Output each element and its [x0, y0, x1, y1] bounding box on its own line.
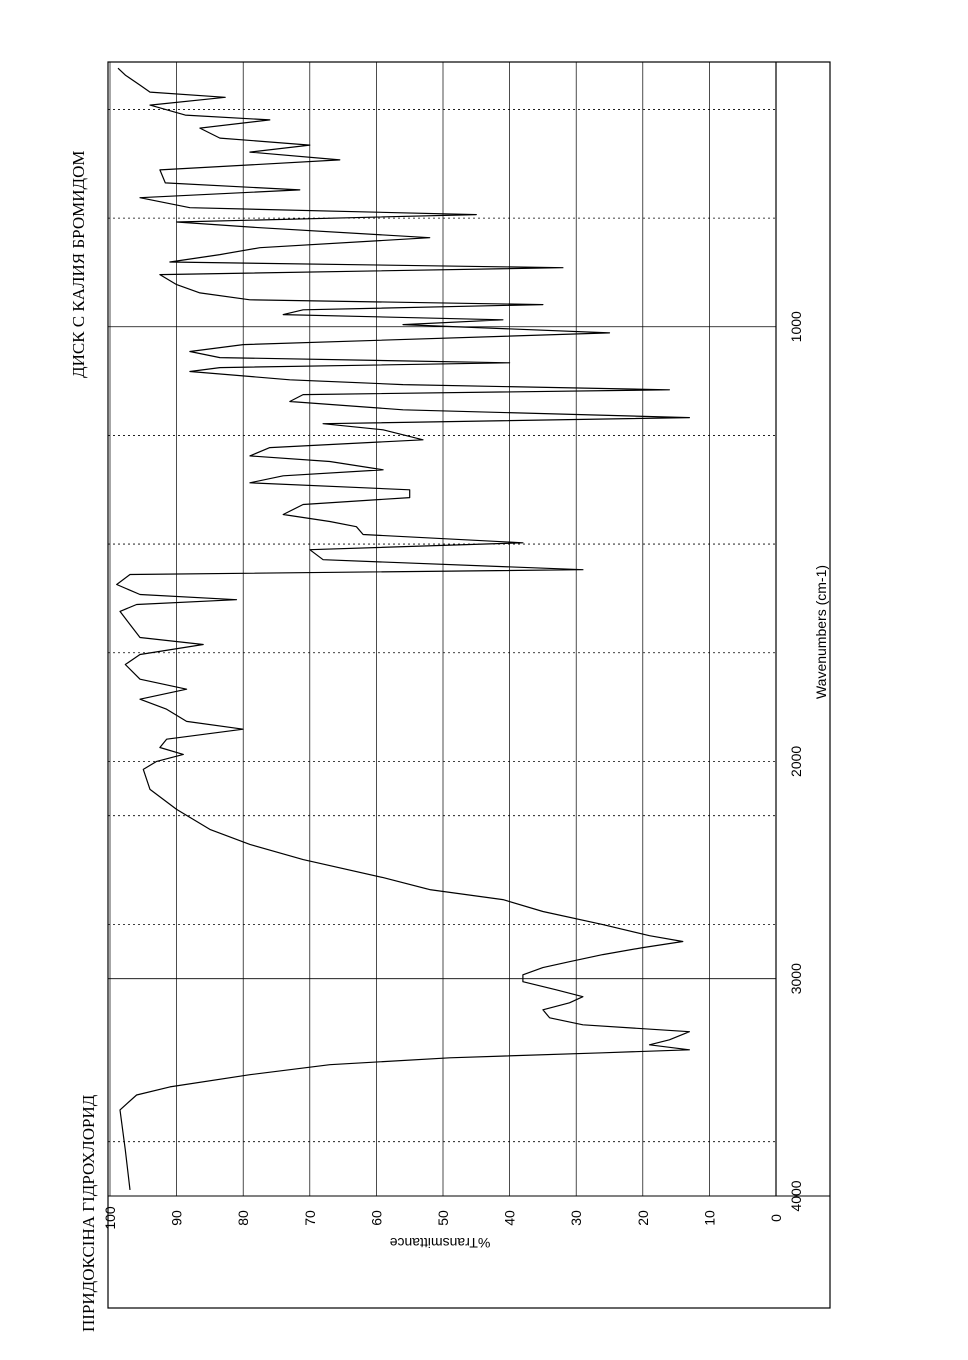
y-tick-label: 20 [635, 1210, 651, 1226]
x-tick-label: 4000 [788, 1180, 804, 1211]
x-tick-label: 1000 [788, 311, 804, 342]
y-tick-label: 40 [502, 1210, 518, 1226]
y-tick-label: 60 [368, 1210, 384, 1226]
y-tick-label: 70 [302, 1210, 318, 1226]
y-tick-label: 0 [768, 1214, 784, 1222]
y-tick-label: 90 [169, 1210, 185, 1226]
y-tick-label: 50 [435, 1210, 451, 1226]
x-tick-label: 3000 [788, 963, 804, 994]
y-tick-label: 30 [568, 1210, 584, 1226]
x-axis-label: Wavenumbers (cm-1) [813, 565, 829, 699]
y-tick-label: 10 [701, 1210, 717, 1226]
x-tick-label: 2000 [788, 746, 804, 777]
chart-subtitle: ДИСК С КАЛИЯ БРОМИДОМ [69, 151, 88, 378]
chart-title: ПІРИДОКСІНА ГІДРОХЛОРИД [79, 1094, 98, 1332]
frame [107, 61, 831, 1309]
y-tick-label: 80 [235, 1210, 251, 1226]
y-axis-label: %Transmittance [389, 1235, 490, 1251]
spectrum-line [116, 67, 690, 1190]
y-tick-label: 100 [102, 1206, 118, 1230]
